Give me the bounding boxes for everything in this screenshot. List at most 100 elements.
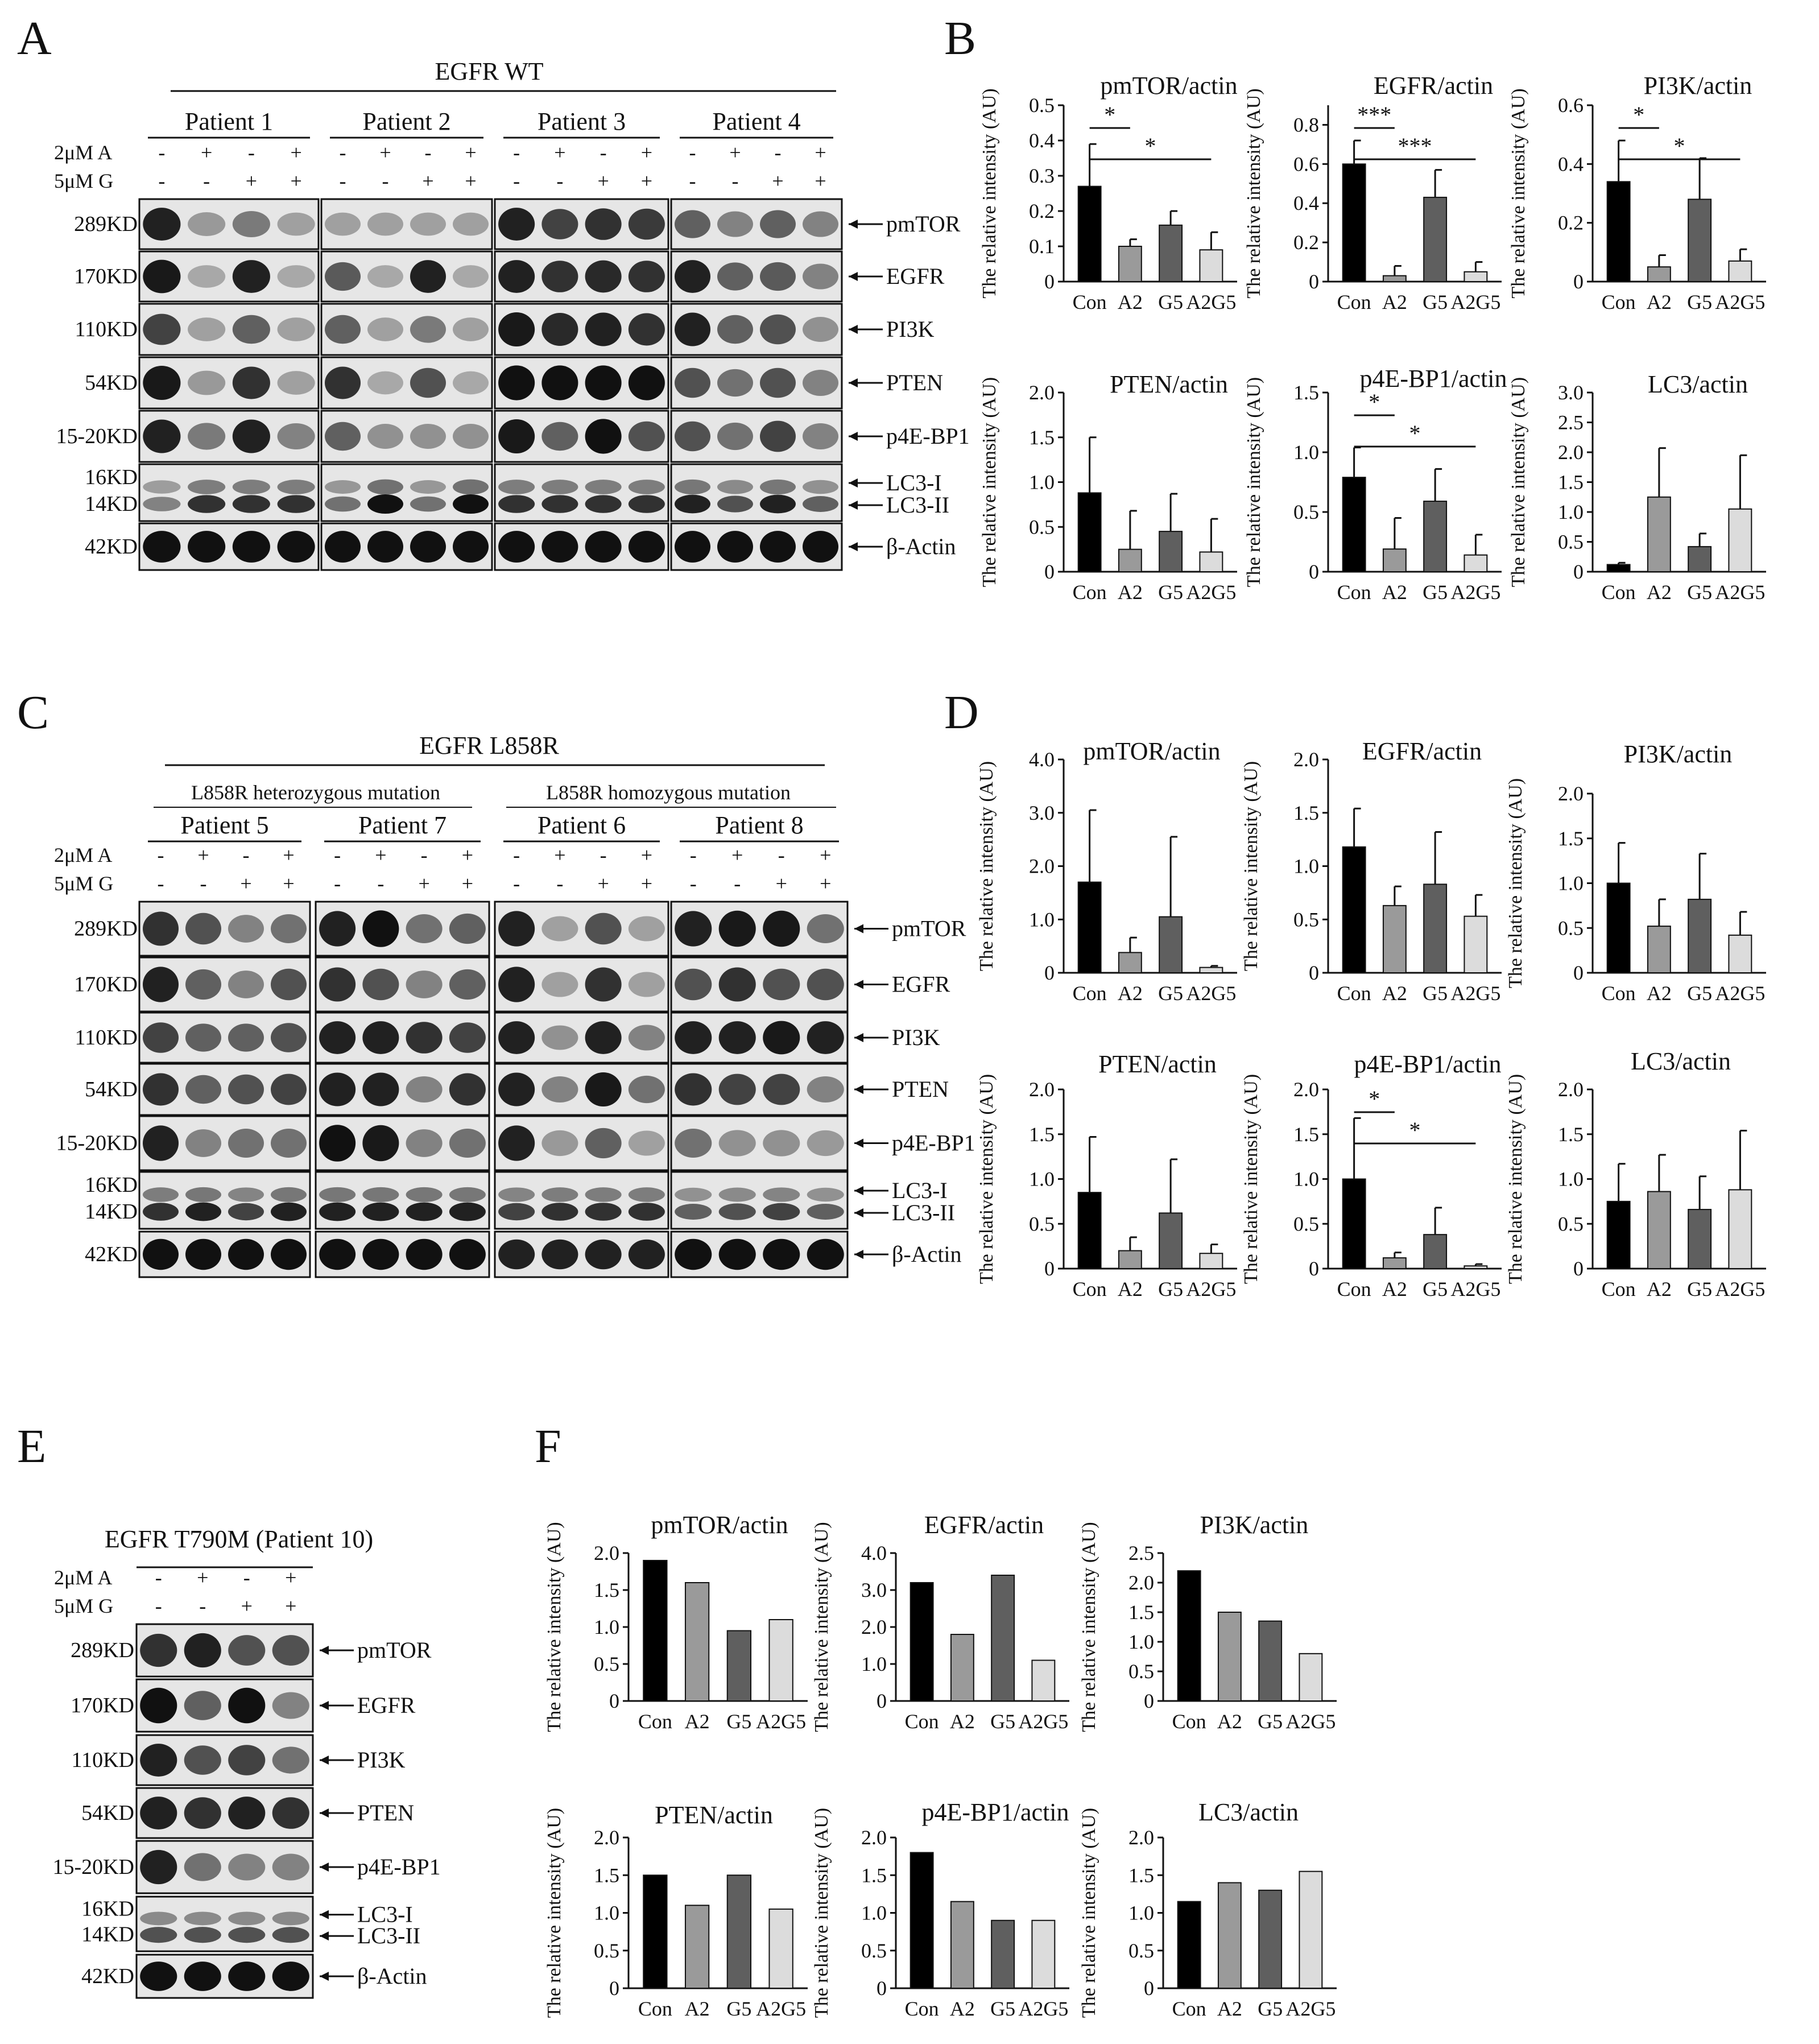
bar-G5: [1688, 546, 1712, 573]
band: [498, 365, 535, 400]
band: [185, 1129, 221, 1157]
condition-sign: +: [641, 170, 652, 192]
y-tick-label: 1.5: [1128, 1601, 1154, 1624]
band: [185, 1023, 221, 1052]
band: [763, 1073, 800, 1105]
condition-sign: -: [382, 170, 389, 192]
band-lc3-i: [760, 479, 796, 495]
y-tick-label: 0.5: [594, 1939, 619, 1962]
kd-label: 110KD: [75, 317, 138, 341]
condition-sign: +: [285, 1595, 296, 1617]
y-tick-label: 2.0: [1293, 748, 1319, 771]
chart-D-7: 0 0.5 1.0 1.5 2.0 The relative intensity (AU)…: [1241, 737, 1502, 1005]
band: [140, 1962, 177, 1991]
band: [188, 531, 226, 563]
band-lc3-ii: [271, 1202, 307, 1221]
condition-sign: +: [820, 844, 831, 866]
condition-sign: +: [641, 844, 652, 866]
band: [143, 967, 179, 1002]
bar-G5: [1159, 1212, 1183, 1270]
bar-A2G5: [1199, 249, 1223, 283]
blot-box: [670, 198, 843, 250]
band: [585, 1072, 622, 1107]
band: [449, 1022, 486, 1053]
x-tick-label: Con: [1073, 1278, 1107, 1300]
condition-sign: -: [248, 141, 255, 164]
bar-Con: [1606, 564, 1631, 573]
protein-label: PTEN: [892, 1076, 949, 1102]
x-tick-label: A2G5: [1285, 1997, 1336, 2020]
bar-A2G5: [1031, 1919, 1056, 1989]
condition-sign: +: [197, 844, 209, 866]
y-tick-label: 0.5: [1293, 1212, 1319, 1235]
bar-A2G5: [1728, 1189, 1752, 1269]
bar-G5: [1423, 1234, 1448, 1269]
band-lc3-ii: [185, 1202, 221, 1221]
protein-label: EGFR: [886, 263, 945, 289]
chart-B-2: 0 0.2 0.4 0.6 The relative intensity (AU) PI3…: [1508, 72, 1766, 313]
band: [498, 312, 535, 347]
y-tick-label: 0: [1044, 1257, 1055, 1280]
kd-label: 42KD: [85, 1242, 138, 1266]
protein-arrowhead: [854, 1186, 863, 1195]
y-tick-label: 0: [1573, 560, 1584, 583]
x-tick-label: Con: [638, 1997, 672, 2020]
condition-sign: -: [158, 141, 165, 164]
y-tick-label: 0.5: [1029, 94, 1055, 117]
band: [718, 1238, 756, 1270]
y-tick-label: 1.0: [1029, 1168, 1055, 1191]
y-tick-label: 2.5: [1128, 1542, 1154, 1564]
kd-label: 16KD: [81, 1897, 134, 1921]
band: [271, 1073, 307, 1105]
y-tick-label: 0: [877, 1977, 887, 2000]
band: [272, 1746, 309, 1774]
condition-sign: -: [158, 844, 164, 866]
band: [760, 314, 796, 345]
protein-arrowhead: [849, 378, 858, 387]
x-tick-label: G5: [1423, 581, 1448, 604]
band-lc3-ii: [232, 495, 270, 513]
band-lc3-i: [367, 479, 403, 495]
band: [185, 1238, 221, 1270]
bar-A2: [1647, 266, 1671, 282]
y-tick-label: 0: [1309, 1257, 1319, 1280]
significance-star: *: [1409, 1117, 1421, 1143]
bar-G5: [1258, 1889, 1283, 1989]
condition-sign: +: [731, 844, 743, 866]
y-tick-label: 1.0: [1029, 471, 1055, 494]
chart-title: LC3/actin: [1648, 370, 1748, 398]
band-lc3-i: [188, 480, 226, 494]
band: [675, 1021, 712, 1054]
band: [585, 967, 622, 1002]
band: [675, 911, 712, 947]
chart-D-8: 0 0.5 1.0 1.5 2.0 The relative intensity (AU)…: [1505, 740, 1766, 1005]
x-tick-label: G5: [1423, 982, 1448, 1005]
chart-D-10: 0 0.5 1.0 1.5 2.0 The relative intensity (AU)…: [1241, 1050, 1502, 1300]
band: [541, 972, 578, 997]
significance-star: ***: [1398, 133, 1432, 159]
condition-sign: +: [285, 1566, 296, 1589]
y-tick-label: 0.5: [861, 1939, 887, 1962]
kd-label: 170KD: [74, 265, 138, 288]
band-lc3-i: [185, 1187, 221, 1203]
protein-arrowhead: [854, 924, 863, 934]
x-tick-label: A2G5: [1450, 291, 1500, 313]
bar-A2: [1118, 952, 1142, 973]
bar-G5: [1688, 898, 1712, 973]
y-tick-label: 1.0: [594, 1902, 619, 1925]
x-tick-label: G5: [1158, 982, 1183, 1005]
band: [367, 265, 403, 288]
band-lc3-i: [718, 1187, 756, 1202]
band: [272, 1692, 309, 1719]
band: [319, 1072, 356, 1106]
y-tick-label: 0.6: [1558, 94, 1584, 117]
x-tick-label: A2: [1118, 982, 1143, 1005]
band: [228, 1129, 264, 1158]
band: [628, 421, 665, 452]
condition-sign: -: [690, 844, 697, 866]
bar-A2: [1647, 1191, 1671, 1270]
band: [675, 968, 712, 1001]
x-tick-label: A2: [1217, 1997, 1242, 2020]
protein-arrowhead: [320, 1808, 329, 1818]
condition-sign: +: [379, 141, 391, 164]
